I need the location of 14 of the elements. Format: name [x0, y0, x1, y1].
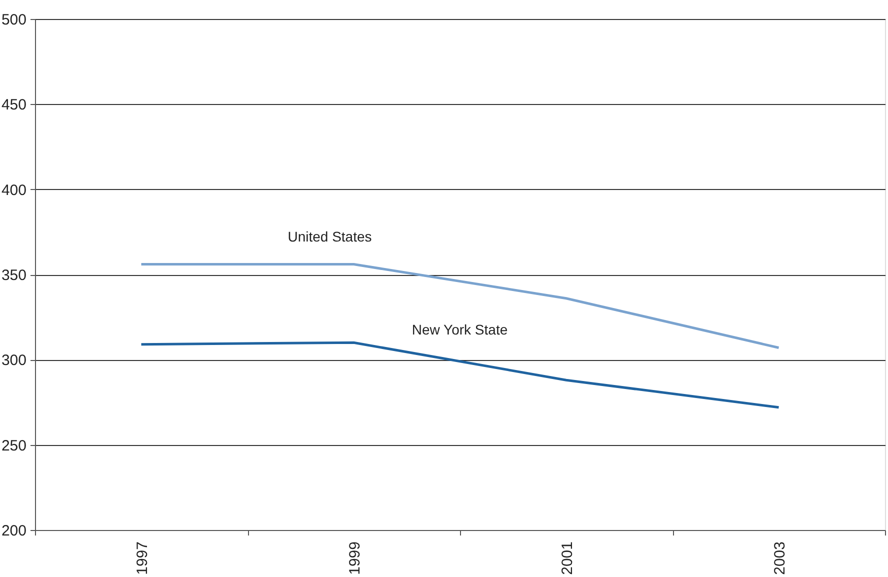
y-tick-label: 400	[1, 182, 26, 199]
y-tick-label: 200	[1, 522, 26, 540]
series-label: New York State	[412, 322, 508, 338]
x-tick-label: 1999	[346, 542, 364, 575]
x-tick-label: 2001	[558, 542, 576, 575]
y-tick-label: 450	[1, 96, 26, 114]
y-tick-label: 300	[1, 352, 26, 370]
series-label: United States	[288, 228, 372, 244]
y-tick-label: 500	[1, 12, 26, 28]
x-tick-label: 2003	[771, 542, 788, 575]
y-tick-label: 250	[1, 437, 26, 454]
y-tick-label: 350	[1, 267, 26, 284]
x-tick-label: 1997	[134, 542, 151, 575]
line-series	[140, 341, 780, 409]
